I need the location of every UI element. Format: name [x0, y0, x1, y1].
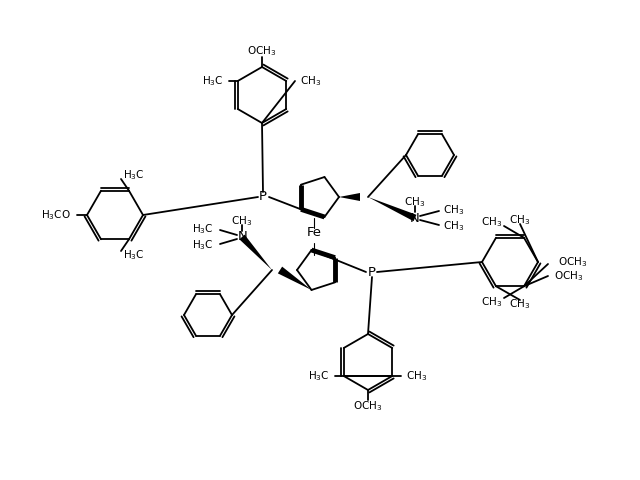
- Text: CH$_3$: CH$_3$: [300, 74, 321, 88]
- Text: CH$_3$: CH$_3$: [509, 297, 531, 311]
- Text: CH$_3$: CH$_3$: [443, 219, 464, 233]
- Text: H$_3$C: H$_3$C: [123, 168, 145, 182]
- Polygon shape: [368, 197, 417, 221]
- Text: H$_3$C: H$_3$C: [123, 248, 145, 262]
- Text: CH$_3$: CH$_3$: [443, 203, 464, 217]
- Text: H$_3$C: H$_3$C: [202, 74, 224, 88]
- Text: OCH$_3$: OCH$_3$: [247, 44, 276, 58]
- Text: H$_3$C: H$_3$C: [308, 369, 330, 383]
- Text: H$_3$C: H$_3$C: [193, 238, 214, 252]
- Text: OCH$_3$: OCH$_3$: [554, 269, 584, 283]
- Polygon shape: [278, 266, 312, 290]
- Text: CH$_3$: CH$_3$: [404, 195, 426, 209]
- Text: OCH$_3$: OCH$_3$: [558, 255, 588, 269]
- Text: P: P: [259, 191, 267, 204]
- Polygon shape: [239, 235, 272, 270]
- Text: CH$_3$: CH$_3$: [481, 295, 502, 309]
- Polygon shape: [339, 193, 360, 201]
- Text: OCH$_3$: OCH$_3$: [353, 399, 383, 413]
- Text: P: P: [368, 265, 376, 278]
- Text: N: N: [238, 230, 248, 243]
- Text: CH$_3$: CH$_3$: [509, 213, 531, 227]
- Text: N: N: [410, 212, 420, 225]
- Text: Fe: Fe: [307, 227, 321, 240]
- Text: CH$_3$: CH$_3$: [406, 369, 428, 383]
- Text: H$_3$CO: H$_3$CO: [42, 208, 71, 222]
- Text: H$_3$C: H$_3$C: [193, 222, 214, 236]
- Text: CH$_3$: CH$_3$: [481, 215, 502, 229]
- Text: CH$_3$: CH$_3$: [232, 214, 253, 228]
